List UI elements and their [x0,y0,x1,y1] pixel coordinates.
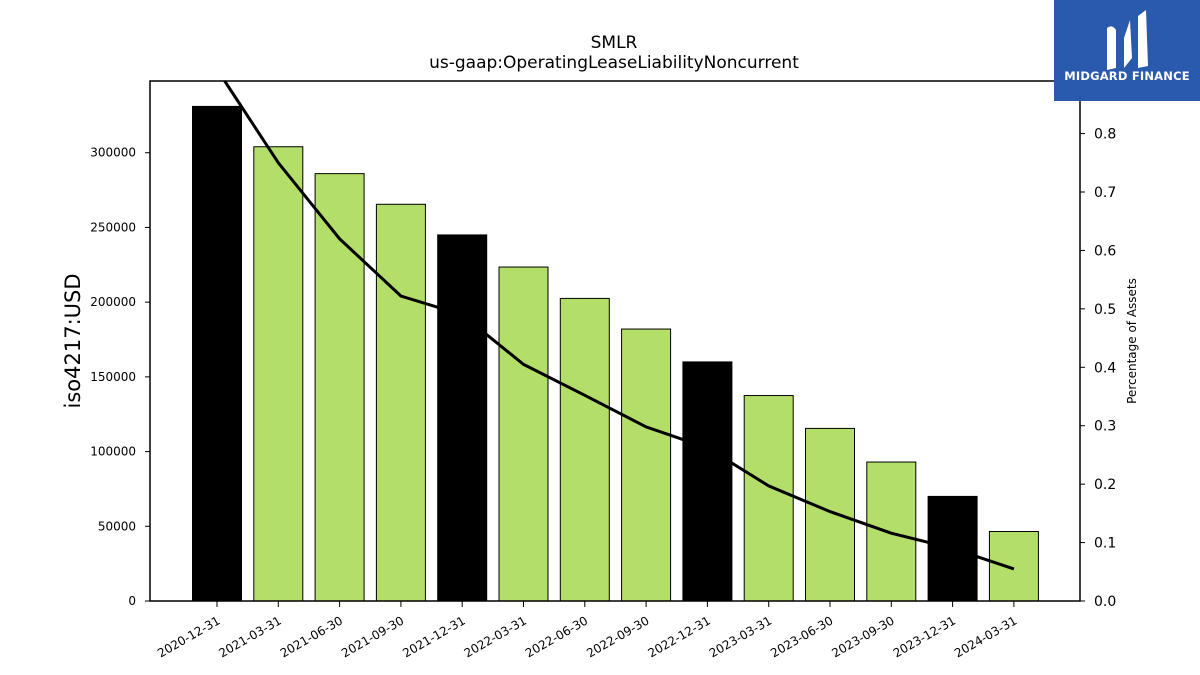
bar-2021-12-31 [437,234,488,602]
chart-subtitle: us-gaap:OperatingLeaseLiabilityNoncurren… [429,53,799,73]
right-axis: 0.0 0.1 0.2 0.3 0.4 0.5 0.6 0.7 0.8 [1080,127,1116,610]
y-tick-label: 250000 [90,220,136,234]
midgard-m-logo-icon [1107,10,1148,70]
bar-2024-03-31 [988,531,1039,602]
y2-tick-label: 0.1 [1094,536,1116,552]
bar-2022-06-30 [559,297,610,602]
y-tick-label: 0 [128,594,136,608]
bar-2022-03-31 [498,266,549,602]
y2-tick-label: 0.5 [1094,302,1116,318]
bar-2021-09-30 [375,203,426,602]
bar-2021-03-31 [253,146,304,602]
bar-2023-06-30 [805,427,855,602]
x-tick-label: 2021-06-30 [278,613,345,660]
x-tick-label: 2022-12-31 [645,613,712,660]
x-tick-label: 2021-03-31 [216,613,283,660]
x-tick-label: 2024-03-31 [952,613,1019,660]
x-tick-label: 2021-09-30 [339,613,406,660]
series-line-percentage-of-assets [223,80,1015,571]
y-tick-label: 100000 [90,445,136,459]
y2-tick-label: 0.6 [1094,243,1116,259]
x-tick-label: 2022-09-30 [584,613,651,660]
y-tick-label: 150000 [90,370,136,384]
y-tick-label: 50000 [98,519,136,533]
y2-tick-label: 0.7 [1094,185,1116,201]
x-tick-label: 2022-06-30 [523,613,590,660]
x-tick-label: 2023-06-30 [768,613,835,660]
x-tick-label: 2023-09-30 [829,613,896,660]
bar-2021-06-30 [314,173,365,602]
brand-logo-text: MIDGARD FINANCE [1064,69,1190,83]
y-axis-label: iso4217:USD [61,273,85,408]
bar-2022-12-31 [682,361,733,602]
plot-frame [149,80,1081,602]
line-layer [223,80,1015,571]
x-tick-label: 2021-12-31 [400,613,467,660]
x-tick-label: 2020-12-31 [155,613,222,660]
y2-tick-label: 0.4 [1094,360,1116,376]
y2-tick-label: 0.2 [1094,477,1116,493]
x-tick-label: 2022-03-31 [462,613,529,660]
y-tick-label: 200000 [90,295,136,309]
bar-2023-09-30 [866,461,917,602]
x-tick-label: 2023-12-31 [891,613,958,660]
brand-logo: MIDGARD FINANCE [1054,0,1200,101]
chart-title: SMLR [591,33,638,53]
y2-axis-label: Percentage of Assets [1125,278,1139,404]
y2-tick-label: 0.0 [1094,594,1116,610]
x-axis: 2020-12-312021-03-312021-06-302021-09-30… [155,601,1019,660]
bar-2020-12-31 [192,105,242,602]
bar-2023-03-31 [743,395,794,602]
left-axis: 0 50000 100000 150000 200000 250000 300000 [90,146,150,608]
y2-tick-label: 0.3 [1094,419,1116,435]
x-tick-label: 2023-03-31 [707,613,774,660]
y-tick-label: 300000 [90,146,136,160]
bars [192,105,1039,602]
y2-tick-label: 0.8 [1094,127,1116,143]
bar-2022-09-30 [621,328,672,602]
